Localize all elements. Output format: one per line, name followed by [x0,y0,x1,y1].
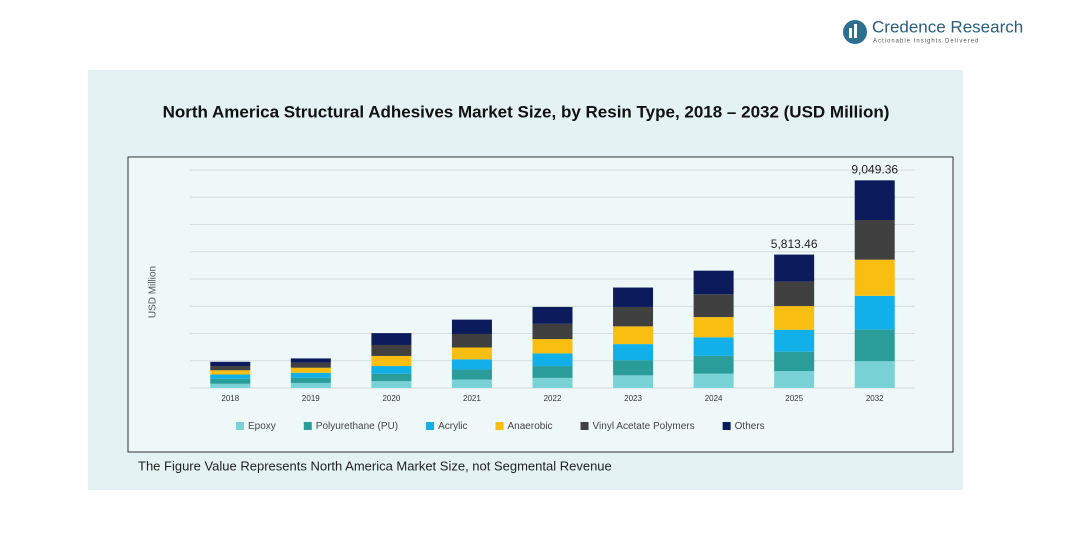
bar-segment [290,367,331,373]
bar-segment [371,344,412,356]
footnote: The Figure Value Represents North Americ… [138,458,612,473]
brand-tagline: Actionable Insights Delivered [873,39,979,45]
legend-label: Acrylic [438,421,467,432]
bar-segment [693,355,734,374]
x-tick-label: 2021 [463,394,481,403]
bar-segment [210,383,251,388]
bar-segment [451,347,492,360]
logo: Credence Research Actionable Insights De… [843,17,1023,45]
bar-segment [854,180,895,221]
legend-label: Anaerobic [508,421,553,432]
bar-segment [532,339,573,354]
bar-segment [774,351,815,372]
total-label: 9,049.36 [851,163,898,177]
bar-segment [693,373,734,388]
bar-segment [854,220,895,260]
bar-segment [613,326,654,345]
legend-swatch [236,422,244,430]
bar-segment [532,323,573,340]
x-tick-label: 2018 [221,394,239,403]
x-tick-label: 2023 [624,394,642,403]
logo-icon-bar [849,28,852,38]
chart-title: North America Structural Adhesives Marke… [163,102,890,121]
legend-swatch [495,422,504,430]
bar-segment [290,377,331,383]
logo-icon-bar [854,24,857,38]
legend-swatch [303,422,312,430]
bar-segment [613,375,654,388]
bar-segment [371,381,412,388]
bar-segment [210,378,251,384]
bar-segment [210,370,251,375]
bar-segment [774,281,815,307]
bar-segment [451,333,492,348]
bar-segment [210,374,251,379]
bar-segment [613,344,654,361]
legend-swatch [722,422,731,430]
bar-segment [774,254,815,282]
bar-segment [532,377,573,388]
legend-label: Polyurethane (PU) [316,421,398,432]
bar-segment [290,372,331,378]
brand-name: Credence Research [872,17,1023,36]
bar-segment [371,373,412,382]
bar-segment [532,306,573,324]
plot: 2018 2019 2020 2021 2022 2023 2024 5,813.46 2025… [190,163,915,432]
legend-label: Vinyl Acetate Polymers [593,421,695,432]
legend-label: Others [735,421,765,432]
bar-segment [693,317,734,338]
bar-segment [210,361,251,367]
bar-segment [371,355,412,367]
legend-label: Epoxy [248,421,276,432]
bar-segment [854,329,895,362]
bar-segment [290,362,331,368]
legend-swatch [426,422,435,430]
x-tick-label: 2022 [544,394,562,403]
bar-segment [774,306,815,330]
bar-segment [774,329,815,352]
bar-segment [532,366,573,378]
bar-segment [854,259,895,296]
x-tick-label: 2025 [785,394,803,403]
x-tick-label: 2020 [382,394,400,403]
bar-segment [290,382,331,388]
chart-frame [127,156,954,453]
bar-segment [854,361,895,388]
bar-segment [693,294,734,318]
x-tick-label: 2032 [866,394,884,403]
bar-segment [854,295,895,330]
bar-segment [613,306,654,327]
bar-segment [451,379,492,388]
total-label: 5,813.46 [771,237,818,251]
y-axis-label: USD Million [148,266,159,318]
bar-segment [693,270,734,295]
bar-segment [613,360,654,376]
bar-segment [613,287,654,307]
bar-segment [774,371,815,388]
bar-segment [693,337,734,356]
bar-segment [371,333,412,345]
bar-segment [371,366,412,374]
x-tick-label: 2024 [705,394,723,403]
bar-segment [451,369,492,380]
legend-swatch [580,422,589,430]
bar-segment [451,359,492,370]
bar-segment [451,319,492,334]
bar-segment [210,366,251,371]
bar-segment [290,358,331,363]
x-tick-label: 2019 [302,394,320,403]
bar-segment [532,353,573,367]
